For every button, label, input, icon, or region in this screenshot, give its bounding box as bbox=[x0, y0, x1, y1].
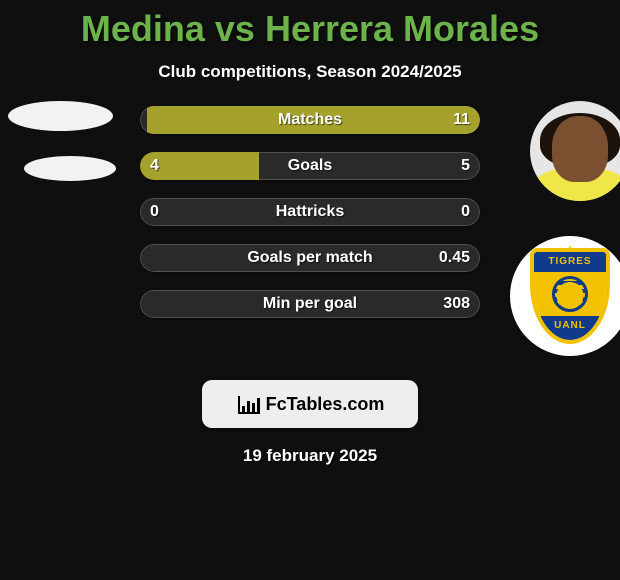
tiger-icon bbox=[552, 276, 588, 312]
stat-row: 11Matches bbox=[140, 106, 480, 134]
stat-row: 0.45Goals per match bbox=[140, 244, 480, 272]
comparison-card: Medina vs Herrera Morales Club competiti… bbox=[0, 0, 620, 580]
player-right-avatar bbox=[530, 101, 620, 201]
subtitle: Club competitions, Season 2024/2025 bbox=[0, 62, 620, 82]
stat-row: 45Goals bbox=[140, 152, 480, 180]
stat-row: 308Min per goal bbox=[140, 290, 480, 318]
player-left-avatar-2 bbox=[24, 156, 116, 181]
stat-label: Hattricks bbox=[140, 198, 480, 226]
branding: FcTables.com bbox=[202, 380, 418, 428]
chart-icon bbox=[236, 394, 260, 414]
player-left-avatar-1 bbox=[8, 101, 113, 131]
stat-label: Goals per match bbox=[140, 244, 480, 272]
stat-label: Goals bbox=[140, 152, 480, 180]
page-title: Medina vs Herrera Morales bbox=[0, 8, 620, 50]
branding-text: FcTables.com bbox=[266, 394, 385, 415]
stats-area: ★ TIGRES UANL 11Matches 45Goals 00Hattrick… bbox=[0, 106, 620, 356]
team-right-badge: ★ TIGRES UANL bbox=[510, 236, 620, 356]
badge-bottom-text: UANL bbox=[534, 316, 606, 340]
badge-top-text: TIGRES bbox=[534, 252, 606, 272]
stat-label: Min per goal bbox=[140, 290, 480, 318]
stat-label: Matches bbox=[140, 106, 480, 134]
stat-row: 00Hattricks bbox=[140, 198, 480, 226]
date: 19 february 2025 bbox=[0, 446, 620, 466]
stat-bars: 11Matches 45Goals 00Hattricks 0.45Goals per… bbox=[140, 106, 480, 336]
